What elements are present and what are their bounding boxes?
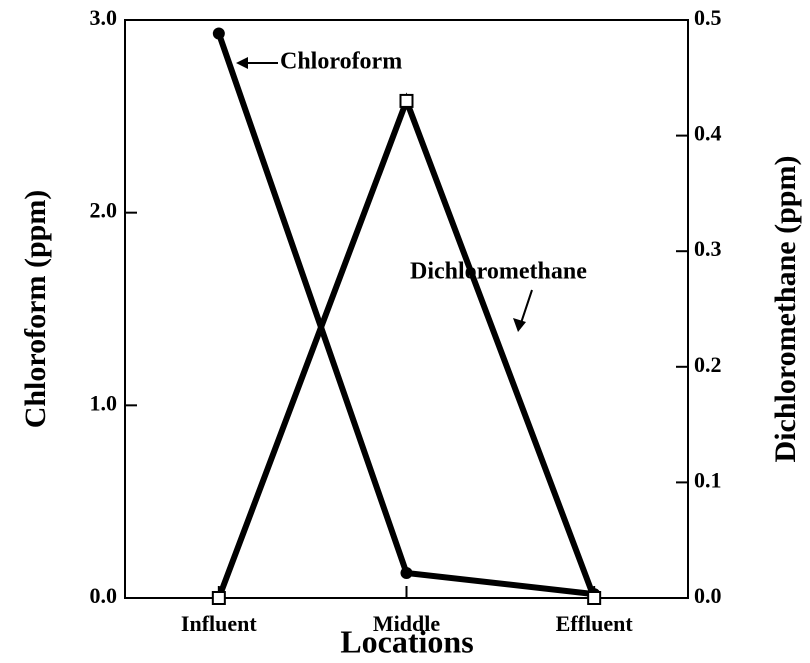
y-tick-label: 1.0	[90, 390, 118, 415]
annotation: Chloroform	[280, 49, 402, 75]
y-axis-label: Chloroform (ppm)	[19, 190, 52, 429]
annotation-arrowhead	[513, 318, 526, 332]
y2-tick-label: 0.5	[694, 5, 722, 30]
marker	[587, 591, 602, 605]
marker	[400, 566, 413, 579]
series-line	[215, 32, 595, 598]
y-tick-label: 0.0	[90, 583, 118, 608]
y2-tick-label: 0.4	[694, 121, 722, 146]
annotation-arrow	[519, 289, 533, 327]
y-tick-label: 3.0	[90, 5, 118, 30]
x-tick-label: Influent	[181, 611, 257, 636]
y2-tick-label: 0.2	[694, 352, 722, 377]
y2-tick-label: 0.1	[694, 467, 722, 492]
annotation-arrowhead	[236, 57, 248, 69]
y2-tick-label: 0.3	[694, 236, 722, 261]
y2-tick-label: 0.0	[694, 583, 722, 608]
marker	[211, 591, 226, 605]
series-line	[216, 92, 597, 600]
y-tick-label: 2.0	[90, 198, 118, 223]
marker	[212, 27, 225, 40]
annotation: Dichloromethane	[410, 259, 587, 285]
y2-axis-label: Dichloromethane (ppm)	[769, 156, 802, 463]
marker	[399, 93, 414, 108]
x-axis-label: Locations	[340, 623, 473, 659]
x-tick-label: Effluent	[556, 611, 634, 636]
x-tick-label: Middle	[373, 611, 440, 636]
